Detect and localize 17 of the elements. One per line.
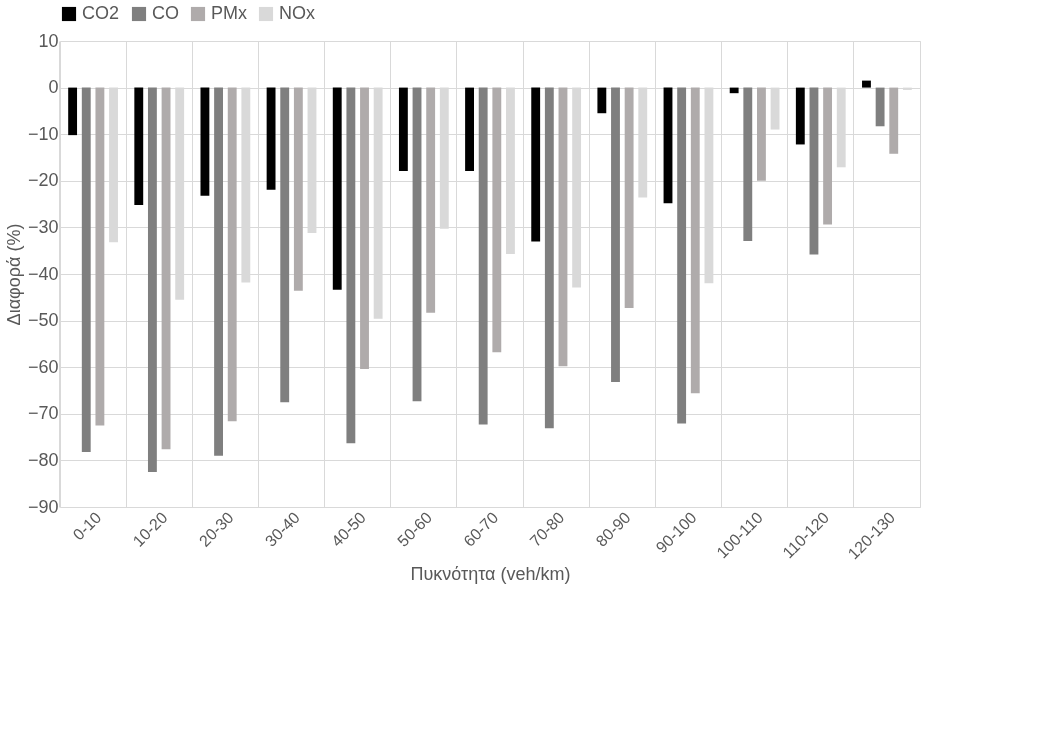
legend-label: CO xyxy=(152,3,179,23)
y-tick-label: −60 xyxy=(27,356,59,377)
y-tick-label: −80 xyxy=(27,449,59,470)
y-axis-title: Διαφορά (%) xyxy=(3,223,24,326)
y-tick-label: −90 xyxy=(27,496,59,517)
y-tick-label: −40 xyxy=(27,263,59,284)
legend-label: CO2 xyxy=(82,3,120,23)
y-tick-label: −70 xyxy=(27,403,59,424)
y-tick-label: 10 xyxy=(38,30,59,51)
y-tick-label: −20 xyxy=(27,170,59,191)
legend-label: PMx xyxy=(211,3,247,23)
y-tick-label: 0 xyxy=(48,77,59,98)
y-tick-label: −50 xyxy=(27,310,59,331)
y-tick-label: −30 xyxy=(27,216,59,237)
x-axis-title: Πυκνότητα (veh/km) xyxy=(410,564,571,585)
legend-label: NOx xyxy=(279,3,315,23)
y-tick-label: −10 xyxy=(27,123,59,144)
